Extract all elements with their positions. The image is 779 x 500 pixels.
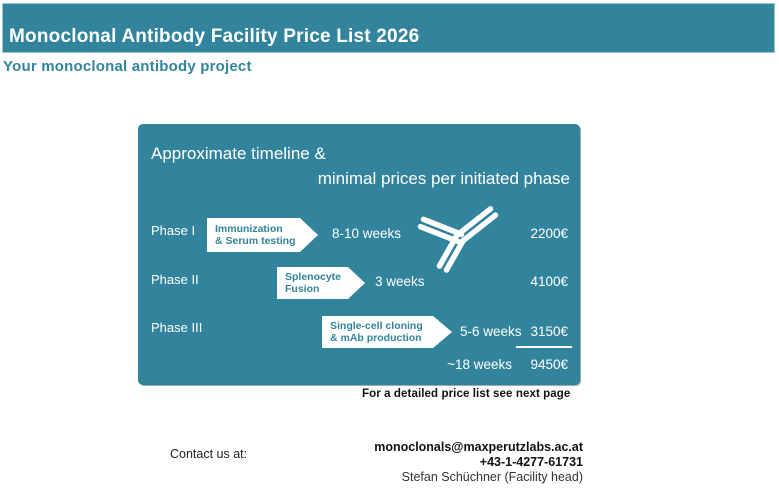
phase-2-step-line1: Splenocyte xyxy=(285,270,342,283)
page-title: Monoclonal Antibody Facility Price List … xyxy=(9,26,420,47)
panel-title-line2: minimal prices per initiated phase xyxy=(317,169,570,188)
phase-2-duration: 3 weeks xyxy=(375,274,425,289)
contact-person: Stefan Schüchner (Facility head) xyxy=(401,470,583,484)
total-price: 9450€ xyxy=(530,357,568,372)
phase-2-step-arrow: Splenocyte Fusion xyxy=(277,267,365,299)
phase-3-step-arrow: Single-cell cloning & mAb production xyxy=(322,316,452,348)
header-banner: Monoclonal Antibody Facility Price List … xyxy=(2,3,775,53)
phase-3-price: 3150€ xyxy=(530,324,568,339)
footnote-text: For a detailed price list see next page xyxy=(362,388,571,400)
phase-3-step-line1: Single-cell cloning xyxy=(330,319,423,332)
timeline-panel: Approximate timeline & minimal prices pe… xyxy=(138,124,580,385)
phase-1-label: Phase I xyxy=(151,223,196,238)
phase-2-price: 4100€ xyxy=(530,274,568,289)
phase-1-step-arrow: Immunization & Serum testing xyxy=(207,218,318,252)
panel-title-line1: Approximate timeline & xyxy=(151,144,326,163)
phase-3-label: Phase III xyxy=(151,320,203,335)
contact-label: Contact us at: xyxy=(170,447,248,461)
total-duration: ~18 weeks xyxy=(447,357,512,372)
phase-1-step-line1: Immunization xyxy=(215,222,283,235)
contact-phone: +43-1-4277-61731 xyxy=(479,455,583,469)
phase-3-step-line2: & mAb production xyxy=(330,332,422,344)
total-divider xyxy=(516,346,572,348)
contact-block: monoclonals@maxperutzlabs.ac.at +43-1-42… xyxy=(374,440,583,485)
antibody-icon xyxy=(417,206,499,273)
phase-2-step-line2: Fusion xyxy=(285,283,320,295)
phase-2-label: Phase II xyxy=(151,272,199,287)
phase-1-price: 2200€ xyxy=(530,226,568,241)
phase-3-duration: 5-6 weeks xyxy=(460,324,522,339)
phase-1-step-line2: & Serum testing xyxy=(215,235,296,247)
contact-email: monoclonals@maxperutzlabs.ac.at xyxy=(374,440,583,454)
phase-1-duration: 8-10 weeks xyxy=(332,226,402,241)
page-subtitle: Your monoclonal antibody project xyxy=(3,58,252,75)
